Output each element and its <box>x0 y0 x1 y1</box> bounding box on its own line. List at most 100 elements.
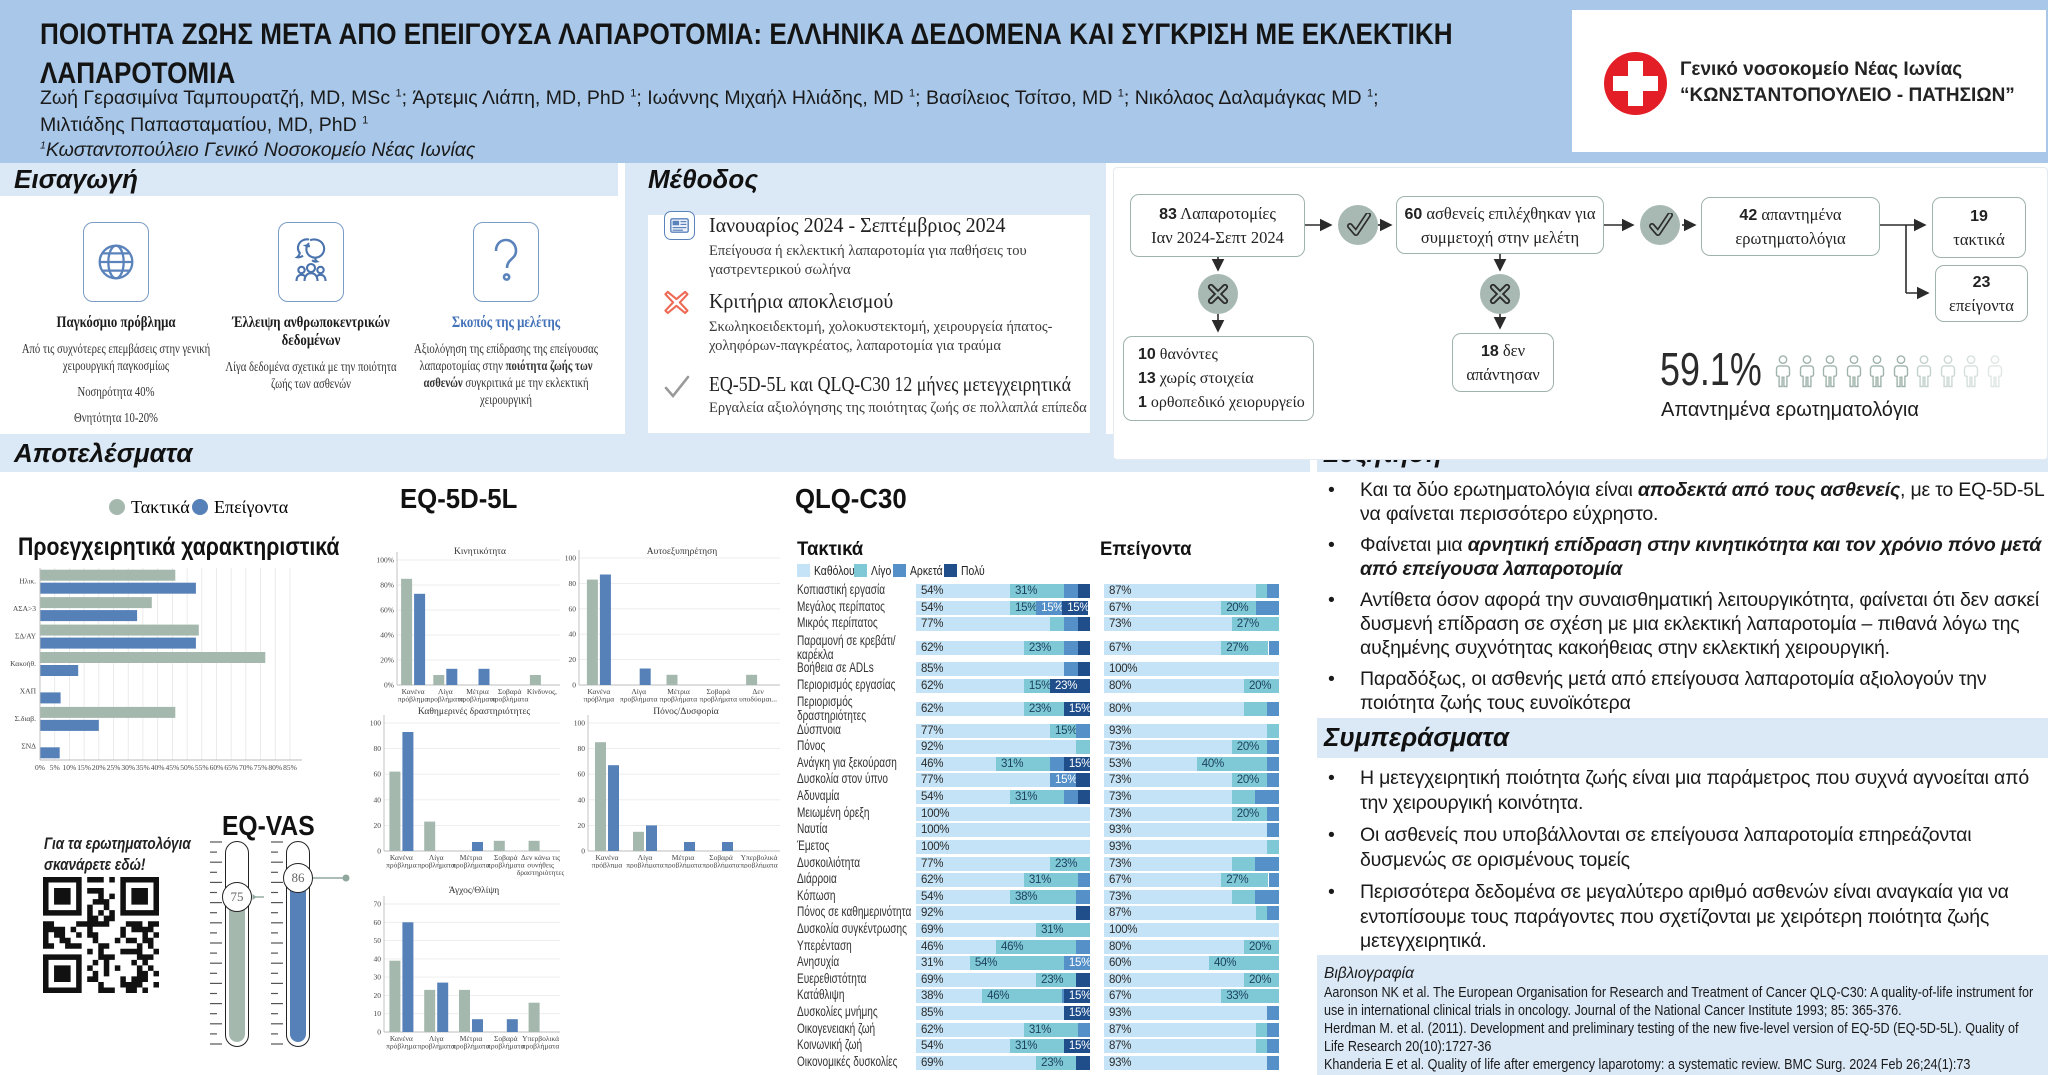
svg-text:40: 40 <box>578 795 586 804</box>
svg-text:100: 100 <box>370 719 382 728</box>
svg-text:85%: 85% <box>283 763 297 772</box>
svg-text:Κανένα: Κανένα <box>390 1034 413 1043</box>
svg-text:προβλήματα: προβλήματα <box>740 861 778 869</box>
svg-text:Δεν: Δεν <box>752 687 764 696</box>
svg-text:0: 0 <box>377 847 381 856</box>
svg-text:Δεν κάνω τις: Δεν κάνω τις <box>521 853 560 862</box>
svg-text:προβλήματα: προβλήματα <box>487 1042 525 1051</box>
svg-text:25%: 25% <box>107 763 121 772</box>
svg-text:100: 100 <box>574 719 586 728</box>
svg-text:30%: 30% <box>121 763 135 772</box>
svg-text:προβλήματα: προβλήματα <box>427 695 465 704</box>
svg-text:20: 20 <box>569 655 577 664</box>
svg-text:50%: 50% <box>180 763 194 772</box>
svg-text:προβλήματα: προβλήματα <box>417 861 455 870</box>
svg-text:20%: 20% <box>380 656 394 665</box>
svg-text:προβλήματα: προβλήματα <box>660 695 698 704</box>
svg-text:0: 0 <box>377 1028 381 1037</box>
svg-text:0: 0 <box>581 847 585 856</box>
svg-text:10: 10 <box>374 1009 382 1018</box>
svg-text:προβλήματα: προβλήματα <box>487 861 525 870</box>
svg-text:ΧΑΠ: ΧΑΠ <box>20 686 37 695</box>
svg-text:Μέτρια: Μέτρια <box>460 1034 483 1043</box>
svg-text:20: 20 <box>374 821 382 830</box>
svg-text:40: 40 <box>374 795 382 804</box>
svg-text:ΣΝΔ: ΣΝΔ <box>21 741 36 750</box>
svg-text:60%: 60% <box>380 606 394 615</box>
svg-text:Καθημερινές δραστηριότητες: Καθημερινές δραστηριότητες <box>418 707 531 717</box>
svg-text:40%: 40% <box>151 763 165 772</box>
svg-text:Σοβαρά: Σοβαρά <box>498 687 522 696</box>
svg-text:Υπερβολικά: Υπερβολικά <box>522 1034 559 1043</box>
svg-text:Λίγα: Λίγα <box>638 853 653 862</box>
svg-text:40: 40 <box>374 954 382 963</box>
svg-text:συνήθεις: συνήθεις <box>527 861 554 870</box>
svg-text:30: 30 <box>374 973 382 982</box>
svg-text:5%: 5% <box>50 763 60 772</box>
svg-text:80: 80 <box>578 744 586 753</box>
svg-text:Κανένα: Κανένα <box>596 853 619 862</box>
svg-text:80: 80 <box>374 744 382 753</box>
svg-text:Άγχος/Θλίψη: Άγχος/Θλίψη <box>449 886 500 896</box>
svg-text:20: 20 <box>374 991 382 1000</box>
svg-text:40%: 40% <box>380 631 394 640</box>
svg-text:προβλήματα: προβλήματα <box>417 1042 455 1051</box>
svg-text:20: 20 <box>578 821 586 830</box>
svg-text:Σοβαρά: Σοβαρά <box>709 853 733 862</box>
svg-text:Λίγα: Λίγα <box>438 687 453 696</box>
svg-text:40: 40 <box>569 630 577 639</box>
svg-text:πρόβλημα: πρόβλημα <box>398 695 429 704</box>
svg-text:0%: 0% <box>384 681 394 690</box>
svg-text:δραστηριότητες: δραστηριότητες <box>517 868 564 877</box>
svg-text:Μέτρια: Μέτρια <box>672 853 695 862</box>
svg-text:80%: 80% <box>380 581 394 590</box>
svg-text:Σοβαρά: Σοβαρά <box>707 687 731 696</box>
svg-text:πρόβλημα: πρόβλημα <box>592 861 623 869</box>
svg-text:20%: 20% <box>92 763 106 772</box>
svg-text:75%: 75% <box>254 763 268 772</box>
svg-text:προβλήματα: προβλήματα <box>702 861 740 869</box>
svg-text:45%: 45% <box>166 763 180 772</box>
svg-text:Σ.διαβ.: Σ.διαβ. <box>15 714 37 723</box>
svg-text:προβλήματα: προβλήματα <box>664 861 702 869</box>
svg-text:70%: 70% <box>239 763 253 772</box>
svg-text:προβλήματα: προβλήματα <box>491 695 529 704</box>
svg-text:ΣΔ/ΑΥ: ΣΔ/ΑΥ <box>15 632 37 641</box>
svg-text:προβλήματα: προβλήματα <box>700 695 738 704</box>
svg-text:100%: 100% <box>377 556 395 565</box>
svg-text:προβλήματα: προβλήματα <box>452 861 490 870</box>
svg-text:60: 60 <box>374 918 382 927</box>
svg-text:ΑΣΑ>3: ΑΣΑ>3 <box>13 604 36 613</box>
svg-text:Κακοήθ.: Κακοήθ. <box>10 659 36 668</box>
svg-text:80: 80 <box>569 579 577 588</box>
svg-text:προβλήματα: προβλήματα <box>626 861 664 869</box>
svg-text:Λίγα: Λίγα <box>631 687 646 696</box>
svg-text:0%: 0% <box>35 763 45 772</box>
svg-text:Κίνδυνος,: Κίνδυνος, <box>527 687 557 696</box>
svg-text:Σοβαρά: Σοβαρά <box>494 1034 518 1043</box>
svg-text:80%: 80% <box>268 763 282 772</box>
svg-text:Ηλικ.: Ηλικ. <box>19 577 36 586</box>
svg-text:55%: 55% <box>195 763 209 772</box>
svg-text:Λίγα: Λίγα <box>429 853 444 862</box>
svg-text:Κανένα: Κανένα <box>402 687 425 696</box>
svg-text:100: 100 <box>565 554 577 563</box>
svg-text:Μέτρια: Μέτρια <box>466 687 489 696</box>
svg-text:Κανένα: Κανένα <box>390 853 413 862</box>
svg-text:60: 60 <box>374 770 382 779</box>
svg-text:Κινητικότητα: Κινητικότητα <box>454 547 506 557</box>
svg-text:70: 70 <box>374 900 382 909</box>
svg-text:Μέτρια: Μέτρια <box>460 853 483 862</box>
svg-text:πρόβλημα: πρόβλημα <box>386 861 417 870</box>
svg-text:50: 50 <box>374 936 382 945</box>
svg-text:πρόβλημα: πρόβλημα <box>386 1042 417 1051</box>
svg-text:προβλήματα: προβλήματα <box>620 695 658 704</box>
svg-text:15%: 15% <box>77 763 91 772</box>
svg-text:65%: 65% <box>224 763 238 772</box>
svg-text:Υπερβολικά: Υπερβολικά <box>741 853 778 862</box>
svg-text:60: 60 <box>569 604 577 613</box>
svg-text:10%: 10% <box>63 763 77 772</box>
svg-text:Μέτρια: Μέτρια <box>667 687 690 696</box>
svg-text:Λίγα: Λίγα <box>429 1034 444 1043</box>
svg-text:Πόνος/Δυσφορία: Πόνος/Δυσφορία <box>653 707 719 717</box>
